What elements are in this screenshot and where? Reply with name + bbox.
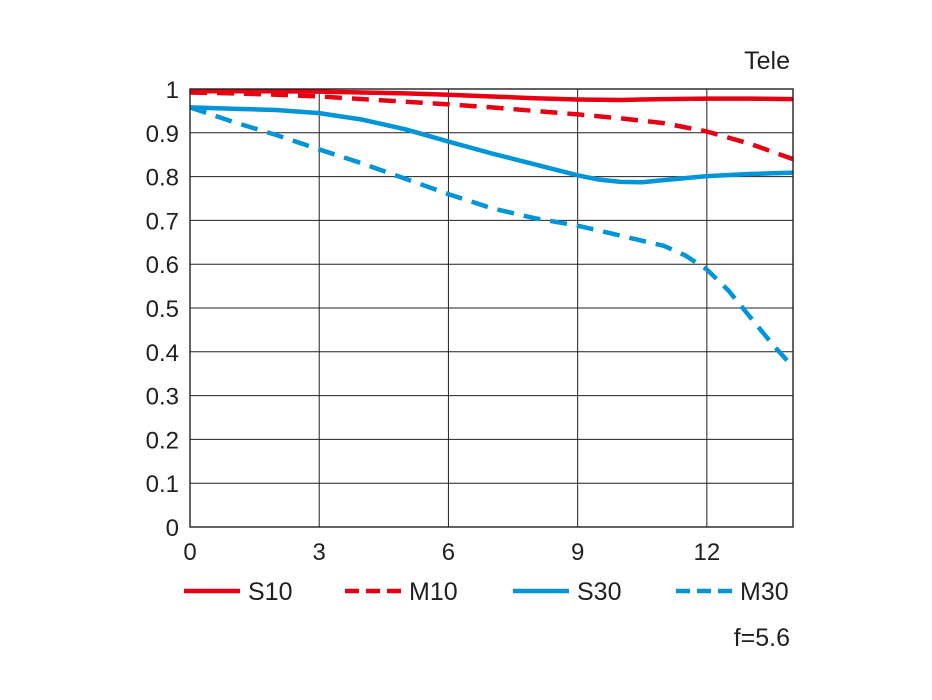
legend-label-s30: S30: [577, 578, 621, 606]
y-tick-label: 0.9: [146, 121, 179, 148]
x-tick-label: 9: [571, 539, 584, 566]
x-tick-label: 6: [442, 539, 455, 566]
legend-label-s10: S10: [248, 578, 292, 606]
chart-title: Tele: [744, 47, 790, 75]
series-line-s10: [190, 88, 794, 103]
y-tick-label: 0.7: [146, 208, 179, 235]
y-axis-ticks: 0 0.1 0.2 0.3 0.4 0.5 0.6 0.7 0.8 0.9 1: [146, 77, 179, 542]
y-tick-label: 1: [166, 77, 179, 104]
y-tick-label: 0.3: [146, 384, 179, 411]
plot-area-frame: [189, 88, 794, 528]
legend-label-m10: M10: [409, 578, 458, 606]
y-tick-label: 0.8: [146, 165, 179, 192]
x-tick-label: 0: [183, 539, 196, 566]
y-tick-label: 0.4: [146, 340, 179, 367]
x-tick-label: 3: [313, 539, 326, 566]
y-tick-label: 0.2: [146, 427, 179, 454]
y-tick-label: 0.5: [146, 296, 179, 323]
x-axis-ticks: 0 3 6 9 12: [183, 539, 720, 566]
series-line-s30: [189, 105, 794, 185]
series-line-m30: [189, 105, 795, 369]
y-tick-label: 0: [166, 515, 179, 542]
legend-label-m30: M30: [740, 578, 789, 606]
series-lines: [189, 88, 795, 369]
aperture-annotation: f=5.6: [734, 624, 790, 652]
series-line-m10: [189, 90, 794, 162]
y-tick-label: 0.1: [146, 471, 179, 498]
legend: S10 M10 S30 M30: [184, 578, 789, 606]
y-tick-label: 0.6: [146, 252, 179, 279]
x-tick-label: 12: [694, 539, 721, 566]
grid-lines: [190, 89, 793, 527]
